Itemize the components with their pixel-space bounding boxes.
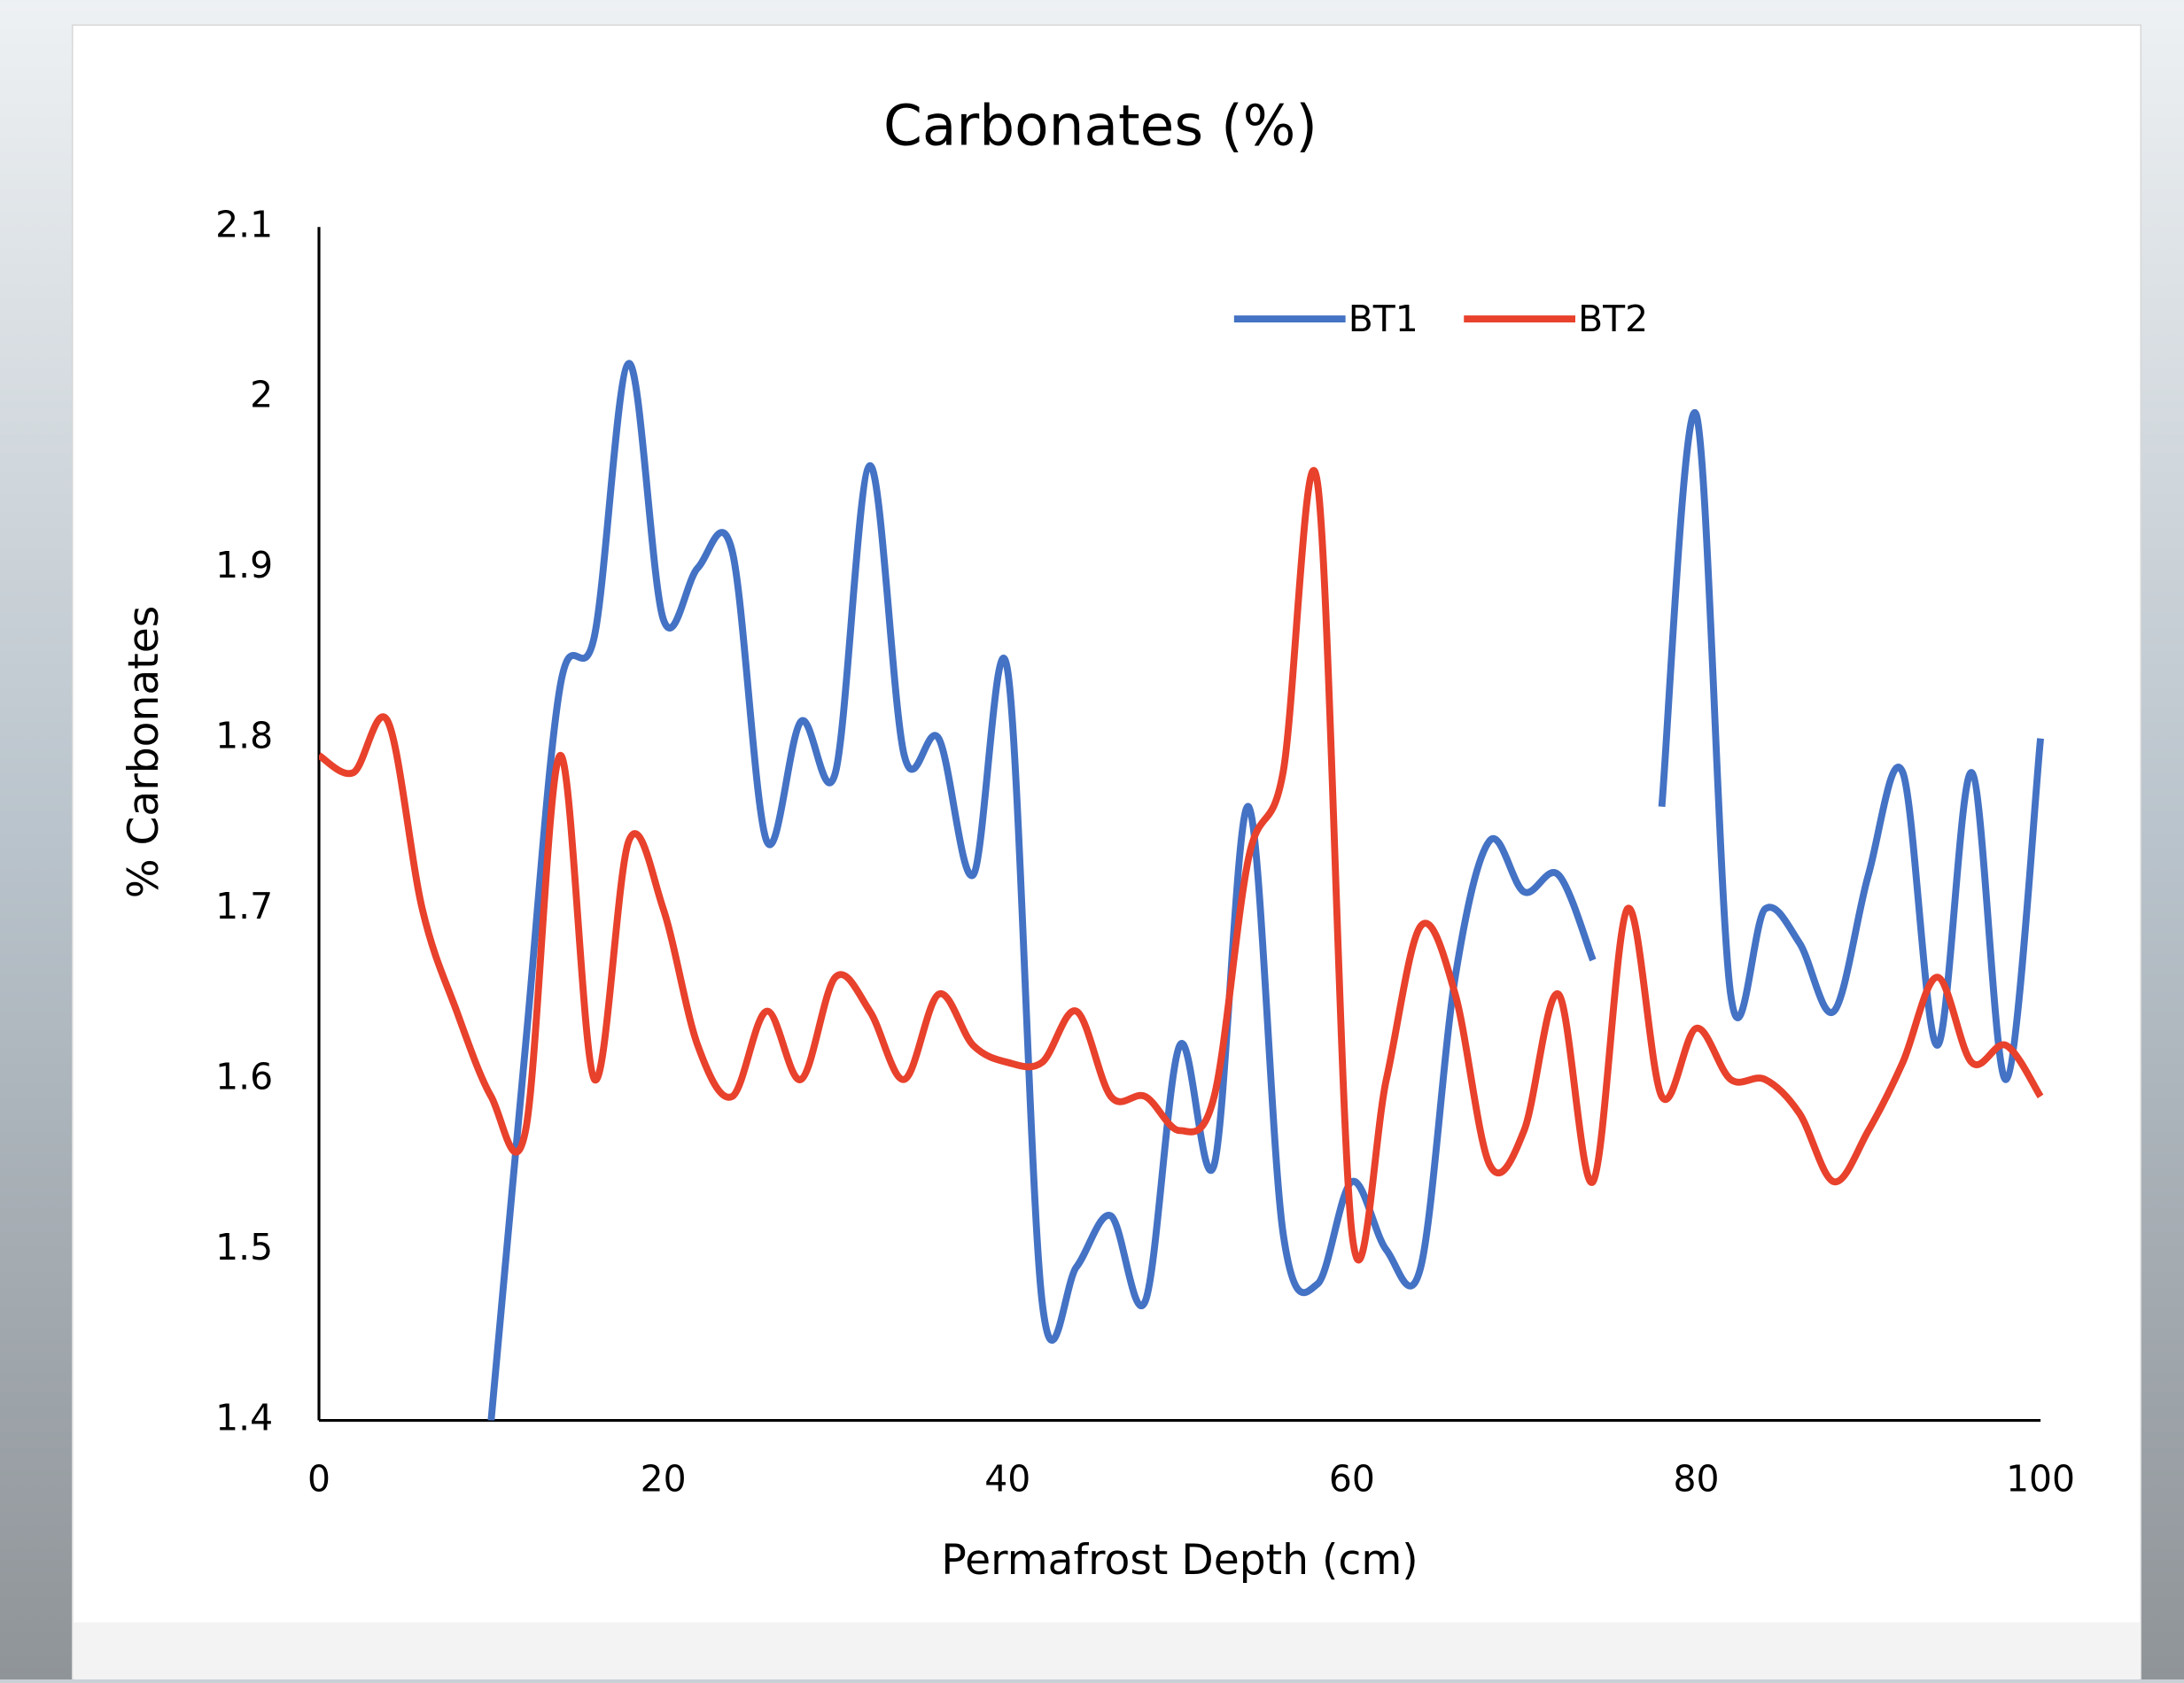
y-tick-label: 1.9 bbox=[215, 544, 273, 586]
x-tick-label: 60 bbox=[1329, 1458, 1375, 1501]
x-tick-label: 40 bbox=[984, 1458, 1030, 1501]
x-axis-label: Permafrost Depth (cm) bbox=[941, 1536, 1418, 1585]
y-tick-label: 2 bbox=[250, 374, 273, 416]
chart-panel bbox=[71, 24, 2142, 1680]
x-tick-label: 0 bbox=[307, 1458, 330, 1501]
series-line bbox=[319, 467, 2044, 1264]
panel-footer bbox=[74, 1622, 2140, 1679]
y-tick-label: 1.8 bbox=[215, 715, 273, 757]
legend-label: BT1 bbox=[1348, 298, 1418, 340]
series-line bbox=[487, 360, 2044, 1421]
chart-title: Carbonates (%) bbox=[883, 93, 1317, 158]
y-tick-label: 2.1 bbox=[215, 203, 273, 245]
y-tick-label: 1.4 bbox=[215, 1397, 273, 1439]
legend-label: BT2 bbox=[1578, 298, 1648, 340]
y-tick-label: 1.7 bbox=[215, 885, 273, 927]
x-tick-label: 80 bbox=[1673, 1458, 1719, 1501]
y-tick-label: 1.5 bbox=[215, 1226, 273, 1268]
y-tick-label: 1.6 bbox=[215, 1056, 273, 1098]
x-tick-label: 20 bbox=[641, 1458, 687, 1501]
x-tick-label: 100 bbox=[2006, 1458, 2075, 1501]
y-axis-label: % Carbonates bbox=[120, 606, 168, 899]
